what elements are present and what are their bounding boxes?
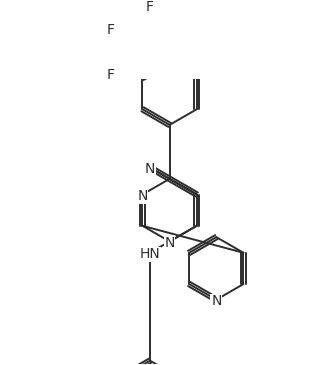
Text: N: N (164, 236, 175, 250)
Text: N: N (211, 294, 222, 308)
Text: F: F (106, 23, 114, 36)
Text: N: N (137, 189, 148, 203)
Text: N: N (145, 162, 155, 176)
Text: F: F (106, 68, 114, 82)
Text: HN: HN (140, 247, 160, 261)
Text: F: F (146, 0, 154, 14)
